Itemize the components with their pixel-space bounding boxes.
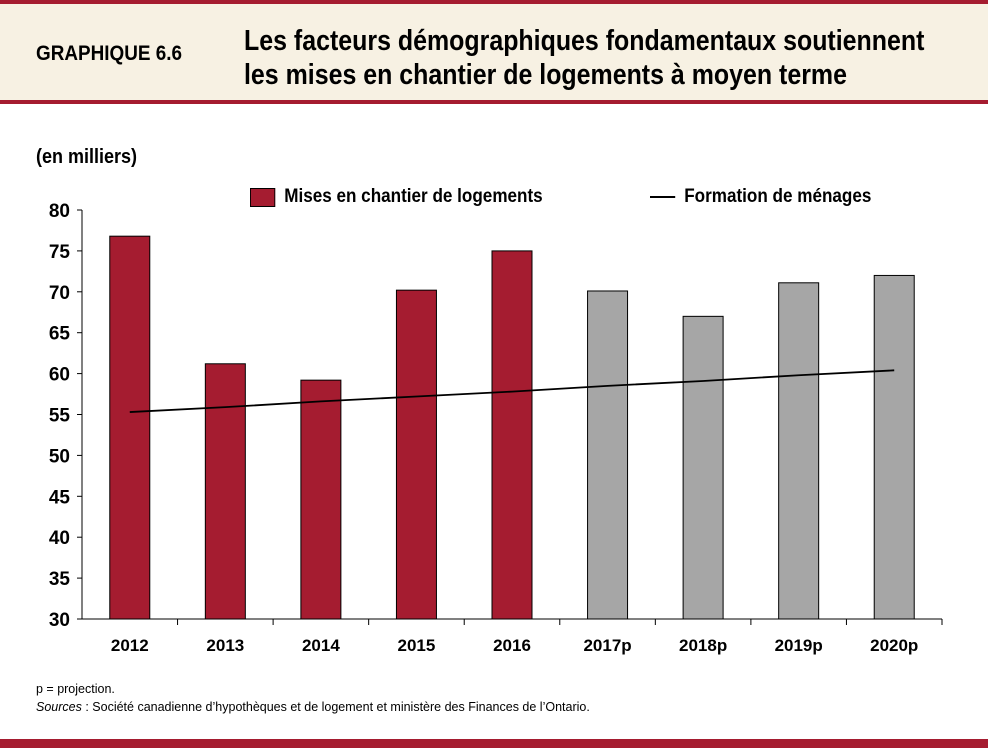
y-tick-label: 45 xyxy=(49,487,71,508)
x-tick-label: 2018p xyxy=(679,636,727,655)
bar-2017p xyxy=(587,290,629,620)
bar-2015 xyxy=(395,289,437,620)
x-tick-label: 2014 xyxy=(302,636,340,655)
title-line-2: les mises en chantier de logements à moy… xyxy=(244,59,847,91)
bar-2018p xyxy=(682,315,724,620)
header: GRAPHIQUE 6.6 Les facteurs démographique… xyxy=(0,4,988,100)
bottom-border xyxy=(0,739,988,748)
y-tick-label: 50 xyxy=(49,446,70,467)
top-border xyxy=(0,0,988,4)
x-tick-label: 2019p xyxy=(775,636,823,655)
legend-label: Mises en chantier de logements xyxy=(284,186,543,207)
y-tick-label: 30 xyxy=(49,610,70,631)
x-tick-label: 2020p xyxy=(870,636,918,655)
bar-2016 xyxy=(491,250,533,620)
y-tick-label: 40 xyxy=(49,528,70,549)
chart-number: GRAPHIQUE 6.6 xyxy=(36,42,182,65)
sources-label: Sources xyxy=(36,700,82,714)
y-tick-label: 55 xyxy=(49,406,71,427)
sources-text: : Société canadienne d’hypothèques et de… xyxy=(81,700,590,714)
bar-2019p xyxy=(778,282,820,620)
x-tick-label: 2012 xyxy=(111,636,149,655)
y-tick-label: 80 xyxy=(49,201,70,222)
x-tick-label: 2015 xyxy=(398,636,436,655)
x-tick-label: 2017p xyxy=(583,636,631,655)
legend-line xyxy=(650,196,676,198)
legend-item-line: Formation de ménages xyxy=(650,186,871,208)
y-tick-label: 65 xyxy=(49,324,71,345)
bar-2012 xyxy=(109,235,151,620)
title-line-1: Les facteurs démographiques fondamentaux… xyxy=(244,25,925,57)
x-tick-label: 2016 xyxy=(493,636,531,655)
y-axis-label: (en milliers) xyxy=(36,146,138,168)
legend-label: Formation de ménages xyxy=(684,186,872,207)
legend-swatch xyxy=(250,187,276,207)
y-tick-label: 60 xyxy=(49,365,70,386)
bar-2014 xyxy=(300,379,342,620)
y-tick-label: 75 xyxy=(49,242,71,263)
header-border xyxy=(0,100,988,104)
bar-2013 xyxy=(204,363,246,620)
projection-note: p = projection. xyxy=(36,682,115,696)
y-tick-label: 70 xyxy=(49,283,70,304)
sources-note: Sources : Société canadienne d’hypothèqu… xyxy=(36,700,590,714)
legend-item-bars: Mises en chantier de logements xyxy=(250,186,543,208)
x-tick-label: 2013 xyxy=(206,636,244,655)
bar-2020p xyxy=(873,274,915,620)
chart-title: Les facteurs démographiques fondamentaux… xyxy=(244,24,924,92)
y-tick-label: 35 xyxy=(49,569,71,590)
household-formation-line xyxy=(129,369,895,413)
